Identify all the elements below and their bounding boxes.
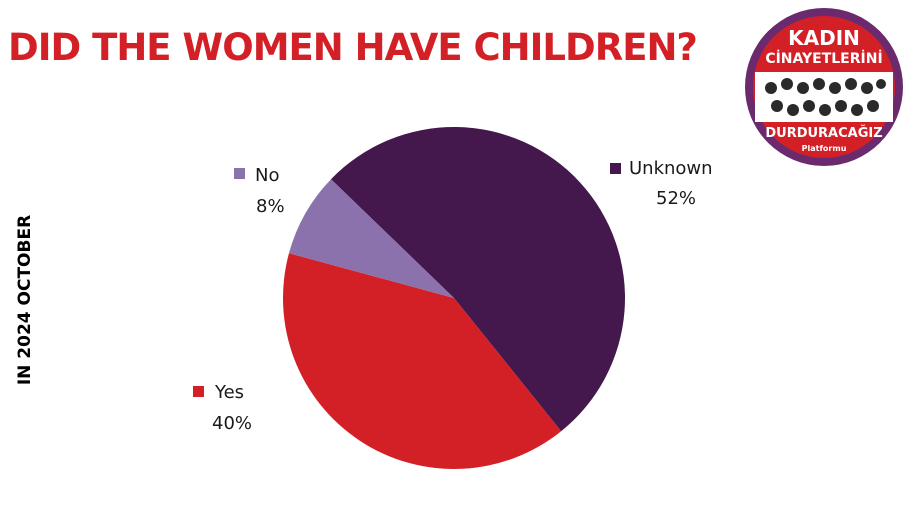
legend-swatch-unknown	[610, 163, 621, 174]
logo-line-3: DURDURACAĞIZ	[765, 126, 883, 141]
data-label-unknown: 52%	[656, 188, 697, 209]
data-label-no: 8%	[256, 196, 285, 217]
chart-title: DID THE WOMEN HAVE CHILDREN?	[8, 26, 698, 69]
pie-slice-yes	[283, 253, 562, 470]
logo-line-4: Platformu	[801, 144, 847, 153]
data-label-yes: 40%	[212, 413, 253, 434]
faces-collage-icon	[765, 78, 886, 116]
pie-slice-unknown	[330, 126, 626, 432]
legend-label-yes: Yes	[215, 382, 245, 403]
pie-slice-no	[288, 179, 454, 298]
legend-label-no: No	[255, 165, 280, 186]
logo-line-1: KADIN	[788, 26, 860, 50]
logo-badge-shape	[745, 8, 903, 166]
platform-logo: KADIN CİNAYETLERİNİ DURDURACAĞIZ Platfor…	[743, 6, 905, 168]
legend-swatch-no	[234, 168, 245, 179]
legend-label-unknown: Unknown	[629, 158, 713, 179]
logo-line-2: CİNAYETLERİNİ	[765, 51, 883, 67]
legend-swatch-yes	[193, 386, 204, 397]
